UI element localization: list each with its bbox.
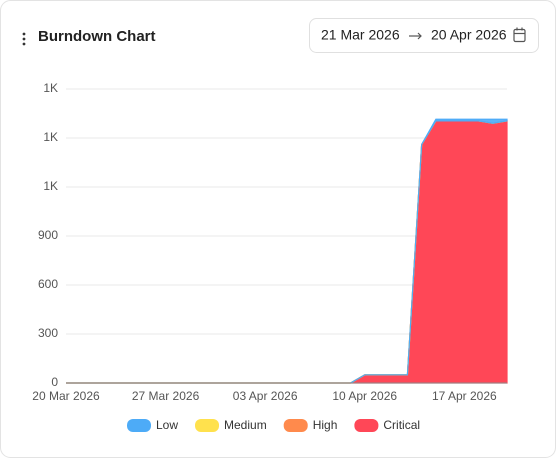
y-tick-label: 1K xyxy=(43,130,58,144)
y-tick-label: 600 xyxy=(38,277,58,291)
legend-swatch xyxy=(127,419,151,432)
x-tick-label: 27 Mar 2026 xyxy=(132,389,200,403)
legend-swatch xyxy=(283,419,308,432)
x-tick-label: 17 Apr 2026 xyxy=(432,389,497,403)
date-range-picker[interactable] xyxy=(309,18,539,53)
legend-label: Critical xyxy=(383,418,420,432)
legend-label: Medium xyxy=(224,418,267,432)
chart-title: Burndown Chart xyxy=(38,28,156,45)
menu-icon[interactable] xyxy=(22,32,26,46)
legend-label: Low xyxy=(156,418,178,432)
y-tick-label: 1K xyxy=(43,179,58,193)
y-tick-label: 300 xyxy=(38,326,58,340)
date-end[interactable]: 20 Apr 2026 xyxy=(431,27,507,43)
y-tick-label: 900 xyxy=(38,228,58,242)
legend-swatch xyxy=(195,419,220,432)
y-tick-label: 1K xyxy=(43,81,58,95)
date-start[interactable]: 21 Mar 2026 xyxy=(321,27,400,43)
x-tick-label: 20 Mar 2026 xyxy=(32,389,100,403)
y-tick-label: 0 xyxy=(51,375,58,389)
x-tick-label: 03 Apr 2026 xyxy=(233,389,298,403)
calendar-icon[interactable] xyxy=(513,27,526,43)
legend-label: High xyxy=(313,418,338,432)
plot: 0 300 600 900 1K 1K 1K 20 Mar 2026 27 Mar 2026 03… xyxy=(32,81,508,432)
legend-swatch xyxy=(354,419,379,432)
arrow-icon xyxy=(409,32,422,40)
x-tick-label: 10 Apr 2026 xyxy=(332,389,397,403)
